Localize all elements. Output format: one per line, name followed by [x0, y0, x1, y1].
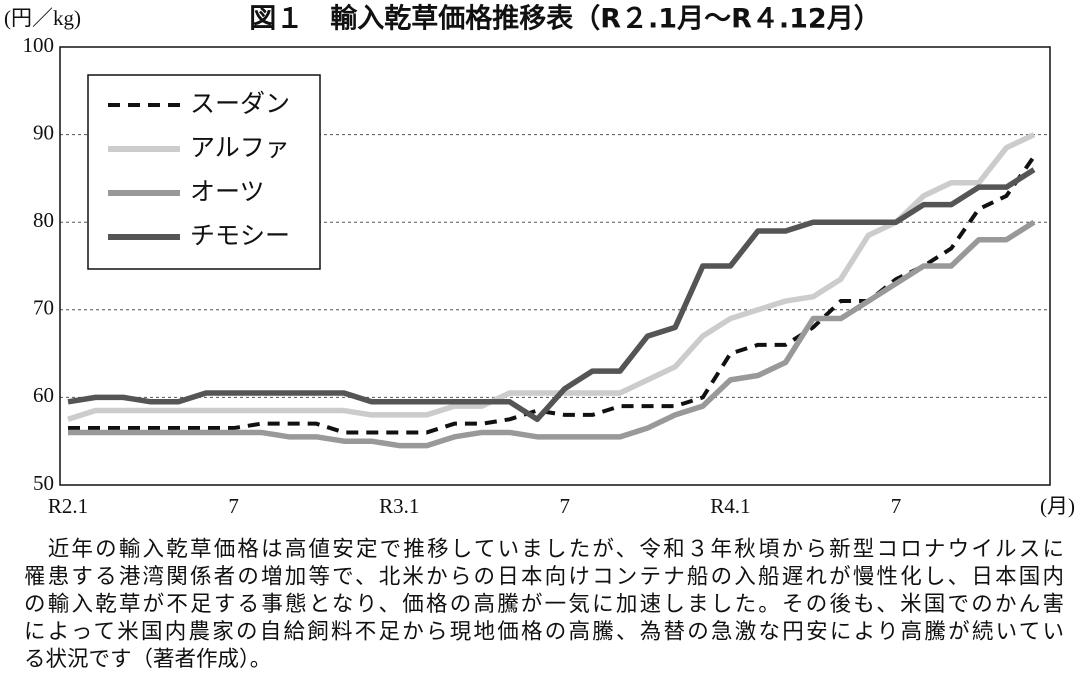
y-tick-label: 60 [33, 383, 54, 407]
legend-label: スーダン [190, 89, 290, 118]
caption-line: 近年の輸入乾草価格は高値安定で推移していましたが、令和３年秋頃から新型コロナウイ… [24, 537, 1064, 562]
x-tick-label: R2.1 [48, 494, 88, 518]
legend-label: オーツ [190, 177, 265, 206]
caption-line: る状況です（著者作成）。 [24, 647, 271, 672]
plot-frame [59, 46, 1051, 486]
series-line [67, 132, 1036, 422]
caption-line: 罹患する港湾関係者の増加等で、北米からの日本向けコンテナ船の入船遅れが慢性化し、… [24, 565, 1064, 590]
y-tick-label: 50 [33, 471, 54, 495]
caption-line: の輸入乾草が不足する事態となり、価格の高騰が一気に加速しました。その後も、米国で… [24, 592, 1064, 617]
chart-title: 図１ 輸入乾草価格推移表（R２.1月～R４.12月） [249, 3, 880, 35]
x-tick-label: R4.1 [710, 494, 750, 518]
y-tick-label: 80 [33, 208, 54, 232]
series-line [68, 155, 1036, 435]
caption-line: によって米国内農家の自給飼料不足から現地価格の高騰、為替の急激な円安により高騰が… [24, 620, 1064, 645]
y-tick-label: 90 [33, 120, 54, 144]
x-tick-label: 7 [560, 494, 571, 518]
legend-label: チモシー [190, 221, 290, 250]
x-tick-label: 7 [228, 494, 239, 518]
series-line [68, 219, 1036, 449]
x-axis-label: (月) [1040, 494, 1075, 518]
x-tick-label: R3.1 [379, 494, 419, 518]
legend-label: アルファ [190, 133, 290, 162]
y-tick-label: 70 [33, 296, 54, 320]
x-tick-label: 7 [891, 494, 902, 518]
y-axis-label: (円／kg) [4, 6, 81, 30]
series-line [67, 167, 1036, 423]
y-tick-label: 100 [23, 33, 55, 57]
